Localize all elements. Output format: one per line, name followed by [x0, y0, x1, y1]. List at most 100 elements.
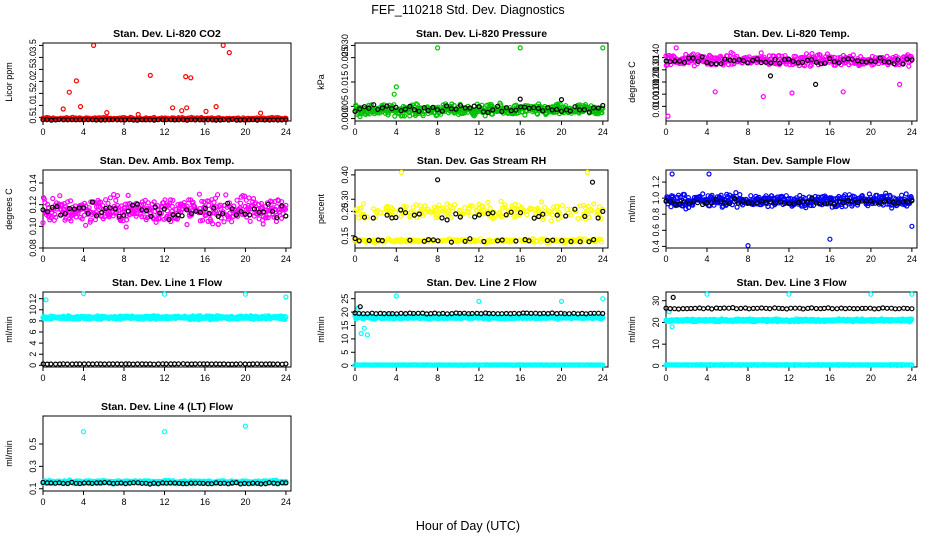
data-point [250, 196, 257, 202]
data-point [116, 213, 122, 219]
outlier-point [43, 297, 49, 303]
data-point [726, 305, 732, 311]
data-point [559, 202, 566, 209]
data-point [97, 361, 104, 367]
data-point [62, 211, 68, 217]
x-tick-label: 0 [40, 127, 45, 137]
data-point [188, 210, 194, 217]
data-point [223, 192, 229, 198]
data-point [477, 236, 483, 242]
outlier-point [135, 111, 141, 118]
data-point [500, 205, 506, 211]
series-1-points [40, 291, 289, 323]
data-point [58, 212, 64, 218]
data-point [740, 58, 747, 64]
outlier-point [66, 89, 72, 95]
data-point [722, 56, 728, 62]
y-tick-label: 0 [28, 363, 38, 368]
data-point [599, 110, 605, 116]
data-point [435, 104, 441, 110]
y-tick-label: 0.025 [340, 46, 350, 69]
y-tick-label: 0.0120 [651, 68, 661, 96]
data-point [411, 106, 417, 113]
outlier-point [73, 78, 80, 84]
y-axis-label: ml/min [4, 440, 14, 467]
x-tick-label: 0 [663, 254, 668, 264]
x-tick-label: 8 [121, 373, 126, 383]
data-point [524, 212, 530, 218]
x-tick-label: 16 [825, 254, 835, 264]
outlier-point [398, 169, 405, 175]
data-point [258, 200, 264, 207]
data-point [77, 361, 83, 367]
x-tick-label: 12 [784, 373, 794, 383]
data-point [213, 361, 219, 367]
y-tick-label: 20 [340, 307, 350, 317]
data-point [846, 305, 853, 311]
data-point [152, 204, 158, 210]
panel-title: Stan. Dev. Amb. Box Temp. [100, 155, 235, 167]
panel-title: Stan. Dev. Line 2 Flow [426, 277, 537, 289]
x-tick-label: 12 [474, 254, 484, 264]
outlier-point [600, 296, 606, 302]
data-point [792, 305, 798, 311]
outlier-point [60, 106, 66, 112]
figure-xlabel: Hour of Day (UTC) [416, 519, 520, 533]
outlier-point [712, 89, 718, 95]
outlier-point [226, 49, 232, 56]
data-point [238, 200, 244, 206]
data-point [495, 103, 501, 109]
data-point [225, 200, 231, 206]
data-point [667, 59, 673, 65]
data-point [225, 216, 231, 222]
data-point [379, 105, 385, 111]
data-point [99, 209, 105, 215]
data-point [531, 105, 537, 111]
data-point [215, 192, 221, 198]
y-tick-label: 0.0130 [651, 56, 661, 84]
series-2-points [40, 116, 289, 123]
data-point [89, 361, 96, 367]
outlier-point [170, 105, 176, 111]
data-point [779, 305, 785, 312]
data-point [600, 102, 606, 109]
data-point [680, 306, 686, 312]
y-tick-label: 8 [28, 318, 38, 323]
y-tick-label: 10 [28, 305, 38, 315]
outlier-point [584, 169, 590, 175]
data-point [238, 208, 244, 215]
x-tick-label: 4 [394, 373, 399, 383]
data-point [82, 222, 89, 228]
data-point [448, 214, 454, 220]
x-tick-label: 20 [240, 254, 250, 264]
data-point [260, 221, 266, 227]
outlier-point [213, 103, 219, 110]
data-point [808, 305, 815, 311]
data-point [439, 108, 445, 114]
x-tick-label: 8 [435, 127, 440, 137]
data-point [275, 361, 281, 367]
data-point [808, 57, 815, 63]
data-point [862, 305, 869, 311]
data-point [50, 195, 56, 202]
x-tick-label: 24 [281, 127, 291, 137]
data-point [85, 210, 91, 216]
data-point [535, 105, 542, 112]
data-point [247, 212, 253, 218]
data-point [139, 213, 145, 220]
x-tick-label: 8 [435, 373, 440, 383]
data-point [886, 59, 892, 65]
x-tick-label: 4 [81, 373, 86, 383]
data-point [586, 109, 592, 115]
data-point [681, 59, 688, 66]
data-point [130, 202, 136, 208]
plot-frame [665, 169, 918, 249]
data-point [87, 219, 93, 225]
data-point [110, 116, 116, 123]
data-point [472, 214, 478, 220]
data-point [364, 214, 370, 220]
series-3-points [352, 304, 606, 317]
data-point [114, 361, 120, 367]
